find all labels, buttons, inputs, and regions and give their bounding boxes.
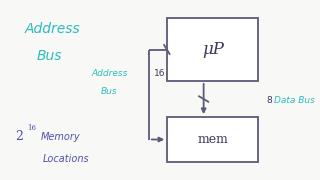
Text: Address: Address: [91, 69, 128, 78]
Bar: [167, 18, 258, 81]
Text: 2: 2: [15, 130, 23, 143]
Text: mem: mem: [197, 133, 228, 146]
Text: Locations: Locations: [43, 154, 89, 164]
Text: Address: Address: [24, 22, 80, 36]
Text: Memory: Memory: [41, 132, 81, 142]
Text: Bus: Bus: [36, 49, 62, 63]
Text: 8: 8: [266, 96, 272, 105]
Text: μP: μP: [202, 41, 224, 58]
Bar: [167, 117, 258, 162]
Text: Bus: Bus: [101, 87, 118, 96]
Text: 16: 16: [27, 125, 36, 132]
Text: Data Bus: Data Bus: [274, 96, 315, 105]
Text: 16: 16: [154, 69, 165, 78]
